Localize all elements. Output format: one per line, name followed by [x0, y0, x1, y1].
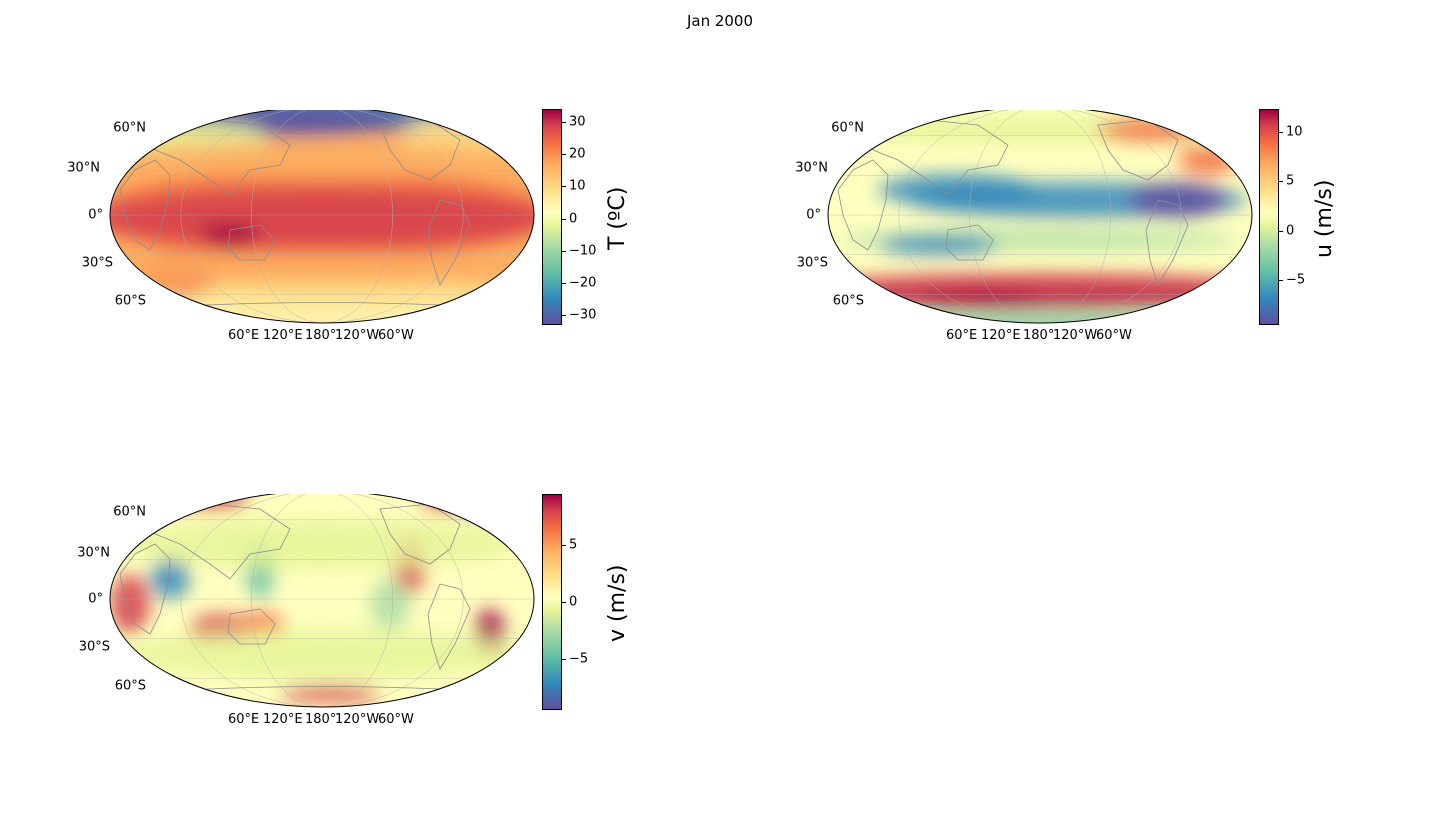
lon-label-60e: 60°E: [228, 712, 260, 727]
lon-label-180: 180°: [305, 712, 337, 727]
field-patch: [828, 273, 1252, 297]
lon-label-120e: 120°E: [263, 328, 303, 343]
colorbar-tick: [562, 283, 566, 285]
colorbar-tick-label: −5: [569, 651, 589, 667]
figure-title: Jan 2000: [686, 12, 754, 30]
colorbar-tick: [562, 545, 566, 547]
colorbar-tick-label: −20: [569, 275, 597, 291]
colorbar-tick: [562, 658, 566, 660]
lat-label-60s: 60°S: [832, 293, 864, 309]
lon-label-60e: 60°E: [946, 328, 978, 343]
colorbar-tick: [1279, 131, 1283, 133]
lon-label-180: 180°: [305, 328, 337, 343]
field-patch: [110, 142, 534, 178]
lat-label-0: 0°: [806, 207, 821, 223]
colorbar-tick: [1279, 280, 1283, 282]
lat-label-60n: 60°N: [113, 120, 146, 136]
colorbar-tick-label: 20: [569, 146, 586, 162]
field-patch: [122, 519, 522, 569]
field-patch: [370, 579, 410, 629]
colorbar-tick-label: 5: [1286, 173, 1295, 189]
colorbar-tick-label: 10: [569, 178, 586, 194]
field-patch: [110, 574, 150, 634]
lat-label-30n: 30°N: [77, 545, 110, 561]
colorbar-v-wind: [542, 494, 562, 710]
field-patch: [878, 174, 1038, 206]
map-outline: [827, 110, 1253, 324]
field-patch: [280, 686, 380, 702]
lon-label-60e: 60°E: [228, 328, 260, 343]
lon-label-60w: 60°W: [378, 328, 414, 343]
colorbar-tick: [1279, 230, 1283, 232]
colorbar-tick-label: −30: [569, 307, 597, 323]
map-panel-u-wind: 60°N 30°N 0° 30°S 60°S 60°E 120°E 180° 1…: [778, 100, 1338, 370]
colorbar-tick: [562, 186, 566, 188]
lon-label-120w: 120°W: [1053, 328, 1098, 343]
colorbar-tick: [1279, 181, 1283, 183]
colorbar-tick-label: −10: [569, 243, 597, 259]
field-patch: [200, 223, 260, 247]
field-patch: [110, 254, 534, 286]
colorbar-tick: [562, 121, 566, 123]
field-patch: [170, 494, 250, 509]
map-v-wind: [109, 494, 535, 708]
lon-label-120e: 120°E: [981, 328, 1021, 343]
colorbar-tick: [562, 154, 566, 156]
field-patch: [110, 188, 534, 248]
lat-label-0: 0°: [88, 591, 103, 607]
field-patch: [878, 235, 998, 255]
field-patch: [420, 494, 480, 511]
colorbar-label-u-wind: u (m/s): [1312, 179, 1337, 258]
lat-label-30s: 30°S: [796, 255, 828, 271]
lat-label-30s: 30°S: [81, 255, 113, 271]
lon-label-120w: 120°W: [335, 328, 380, 343]
field-patch: [150, 559, 190, 599]
lat-label-60s: 60°S: [114, 678, 146, 694]
lon-label-120e: 120°E: [263, 712, 303, 727]
lat-label-60n: 60°N: [831, 120, 864, 136]
colorbar-temperature: [542, 109, 562, 325]
lon-label-120w: 120°W: [335, 712, 380, 727]
colorbar-tick-label: 10: [1286, 124, 1303, 140]
lat-label-60s: 60°S: [114, 293, 146, 309]
lat-label-30s: 30°S: [78, 639, 110, 655]
lat-label-30n: 30°N: [67, 160, 100, 176]
lon-label-60w: 60°W: [1096, 328, 1132, 343]
map-outline: [109, 110, 535, 324]
colorbar-tick-label: 30: [569, 114, 586, 130]
colorbar-tick: [562, 602, 566, 603]
map-outline: [109, 494, 535, 708]
field-patch: [122, 629, 522, 679]
colorbar-tick-label: −5: [1286, 272, 1306, 288]
colorbar-label-temperature: T (ºC): [605, 186, 630, 250]
colorbar-tick-label: 0: [1286, 223, 1295, 239]
colorbar-label-v-wind: v (m/s): [605, 564, 630, 642]
map-panel-temperature: 60°N 30°N 0° 30°S 60°S 60°E 120°E 180° 1…: [60, 100, 630, 370]
colorbar-tick-label: 0: [569, 211, 578, 227]
graticule: [828, 110, 1252, 323]
lat-label-30n: 30°N: [795, 160, 828, 176]
colorbar-tick: [562, 315, 566, 317]
lon-label-180: 180°: [1023, 328, 1055, 343]
colorbar-tick-label: 5: [569, 537, 578, 553]
lon-label-60w: 60°W: [378, 712, 414, 727]
map-temperature: [109, 110, 535, 324]
colorbar-tick: [562, 250, 566, 252]
map-u-wind: [827, 110, 1253, 324]
field-patch: [1128, 182, 1228, 218]
lat-label-60n: 60°N: [113, 504, 146, 520]
colorbar-tick-label: 0: [569, 594, 578, 610]
colorbar-tick: [562, 218, 566, 220]
field-patch: [460, 494, 500, 514]
lat-label-0: 0°: [88, 207, 103, 223]
colorbar-u-wind: [1259, 109, 1279, 325]
map-panel-v-wind: 60°N 30°N 0° 30°S 60°S 60°E 120°E 180° 1…: [60, 484, 630, 754]
